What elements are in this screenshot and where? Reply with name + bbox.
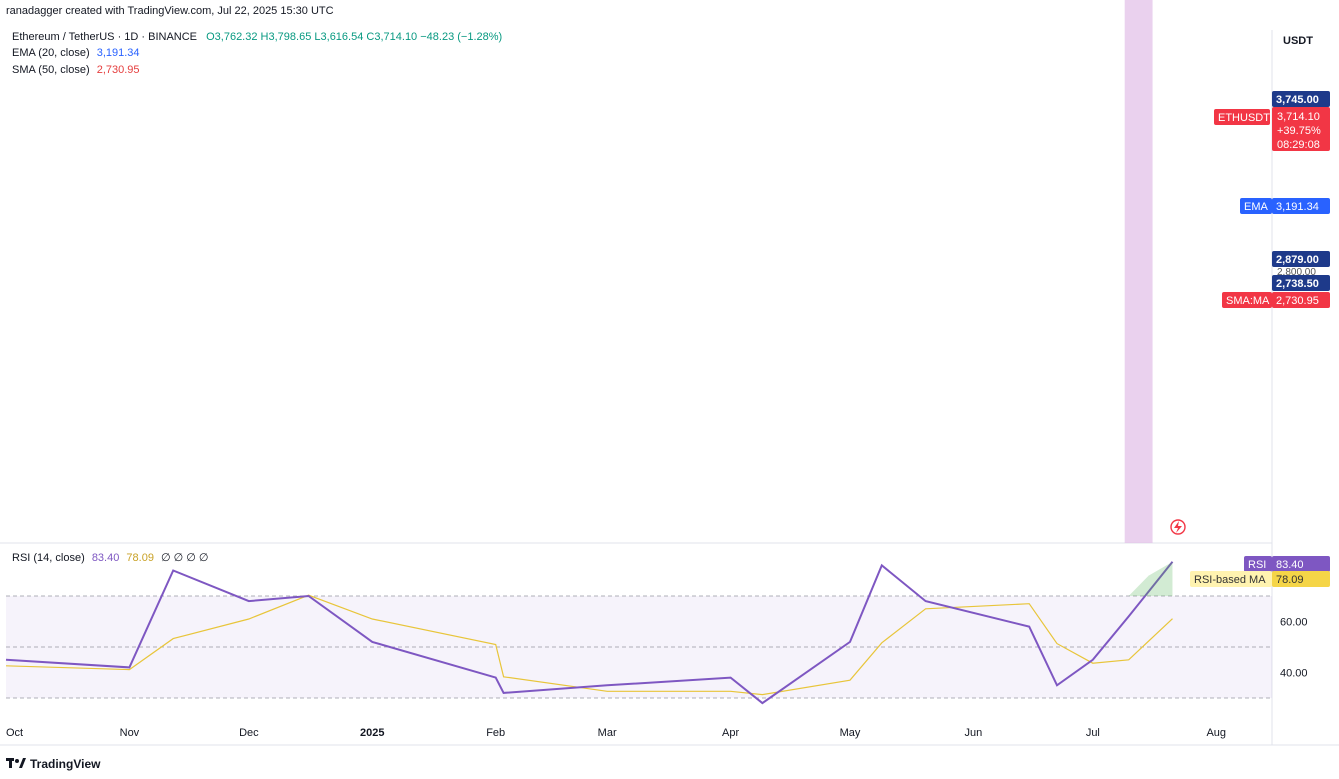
time-tick: May xyxy=(840,727,861,739)
rsi-tick: 60.00 xyxy=(1280,617,1308,629)
close-value: 3,714.10 xyxy=(374,31,418,43)
rsi-legend-extra: ∅ ∅ ∅ ∅ xyxy=(161,552,209,564)
ticker-tag-bg xyxy=(1214,109,1270,125)
rsi-ma-polyline xyxy=(5,594,1173,696)
sma-axis-price-bg xyxy=(1272,292,1330,308)
rsi-tick: 40.00 xyxy=(1280,668,1308,680)
rsi-overbought-fill xyxy=(1128,561,1173,596)
time-tick: Jun xyxy=(965,727,983,739)
ema-axis-tag-bg xyxy=(1240,198,1272,214)
time-tick: Dec xyxy=(239,727,259,739)
rsi-ma-axis-tag: RSI-based MA xyxy=(1194,574,1266,586)
lightning-bolt xyxy=(1174,521,1182,533)
tradingview-logo-icon xyxy=(6,758,26,768)
sma-legend[interactable]: SMA (50, close) 2,730.95 xyxy=(12,64,140,76)
ohlc-values: O3,762.32 H3,798.65 L3,616.54 C3,714.10 … xyxy=(206,31,502,43)
rsi-pane xyxy=(5,561,1272,705)
ema-axis-price-bg xyxy=(1272,198,1330,214)
low-value: 3,616.54 xyxy=(320,31,364,43)
lightning-circle xyxy=(1170,519,1186,535)
close-label: C xyxy=(366,31,375,43)
rsi-axis-tag-bg xyxy=(1244,556,1272,572)
last-price-value: 3,714.10 xyxy=(1277,111,1320,123)
time-tick: Jul xyxy=(1086,727,1100,739)
price-axis: USDT4,000.003,400.003,000.002,400.002,20… xyxy=(1170,35,1330,680)
last-price-bg xyxy=(1272,107,1330,151)
tradingview-brand[interactable]: TradingView xyxy=(6,757,100,771)
rsi-ma-axis-value: 78.09 xyxy=(1276,574,1304,586)
high-value: 3,798.65 xyxy=(268,31,312,43)
resistance-price-label: 3,745.00 xyxy=(1276,94,1319,106)
time-tick: 2025 xyxy=(360,727,384,739)
time-tick: Nov xyxy=(120,727,140,739)
rsi-legend[interactable]: RSI (14, close) 83.40 78.09 ∅ ∅ ∅ ∅ xyxy=(12,551,209,564)
symbol-title: Ethereum / TetherUS · 1D · BINANCE xyxy=(12,31,198,43)
ema-axis-tag: EMA xyxy=(1244,201,1269,213)
time-tick: Apr xyxy=(722,727,739,739)
sma-legend-value: 2,730.95 xyxy=(96,64,140,76)
level-2738-label-bg xyxy=(1272,275,1330,291)
rsi-axis-value-bg xyxy=(1272,556,1330,572)
time-tick: Oct xyxy=(6,727,23,739)
currency-label: USDT xyxy=(1283,35,1313,47)
rsi-legend-label: RSI (14, close) xyxy=(12,552,85,564)
level-2738-label: 2,738.50 xyxy=(1276,278,1319,290)
low-label: L xyxy=(314,31,321,43)
ema-legend-value: 3,191.34 xyxy=(96,47,140,59)
sma-axis-price: 2,730.95 xyxy=(1276,295,1319,307)
level-2879-label-bg xyxy=(1272,251,1330,267)
rsi-axis-tag: RSI xyxy=(1248,559,1266,571)
rsi-axis-value: 83.40 xyxy=(1276,559,1304,571)
rsi-ma-axis-tag-bg xyxy=(1190,571,1272,587)
sma-legend-label: SMA (50, close) xyxy=(12,64,90,76)
attribution: ranadagger created with TradingView.com,… xyxy=(6,5,334,17)
rsi-ma-legend-value: 78.09 xyxy=(126,552,154,564)
fib-zone xyxy=(1124,0,1153,543)
time-tick: Mar xyxy=(598,727,617,739)
grid xyxy=(0,30,1339,746)
alert-lightning-icon xyxy=(1170,519,1186,535)
sma-axis-tag-bg xyxy=(1222,292,1272,308)
rsi-polyline xyxy=(5,561,1174,705)
sma-axis-tag: SMA:MA xyxy=(1226,295,1270,307)
level-2800-label: 2,800.00 xyxy=(1277,267,1316,278)
time-axis: Oct Nov Dec 2025 Feb Mar Apr May Jun Jul Aug xyxy=(6,727,1226,739)
rsi-ma-axis-value-bg xyxy=(1272,571,1330,587)
symbol-line[interactable]: Ethereum / TetherUS · 1D · BINANCE O3,76… xyxy=(12,31,502,43)
countdown-value: 08:29:08 xyxy=(1277,139,1320,151)
resistance-price-label-bg xyxy=(1272,91,1330,107)
open-value: 3,762.32 xyxy=(214,31,258,43)
last-change-value: +39.75% xyxy=(1277,125,1321,137)
ema-axis-price: 3,191.34 xyxy=(1276,201,1319,213)
high-label: H xyxy=(260,31,269,43)
time-tick: Aug xyxy=(1206,727,1226,739)
ema-legend[interactable]: EMA (20, close) 3,191.34 xyxy=(12,47,140,59)
ticker-tag: ETHUSDT xyxy=(1218,112,1270,124)
change-value: −48.23 (−1.28%) xyxy=(420,31,503,43)
brand-text: TradingView xyxy=(30,757,101,771)
open-label: O xyxy=(206,31,215,43)
ema-legend-label: EMA (20, close) xyxy=(12,47,90,59)
time-tick: Feb xyxy=(486,727,505,739)
fibonacci-retracement: 0 (3,860.00)0.236 (3,634.35)0.382 (3,494… xyxy=(1124,0,1153,543)
rsi-legend-value: 83.40 xyxy=(91,552,120,564)
level-2879-label: 2,879.00 xyxy=(1276,254,1319,266)
